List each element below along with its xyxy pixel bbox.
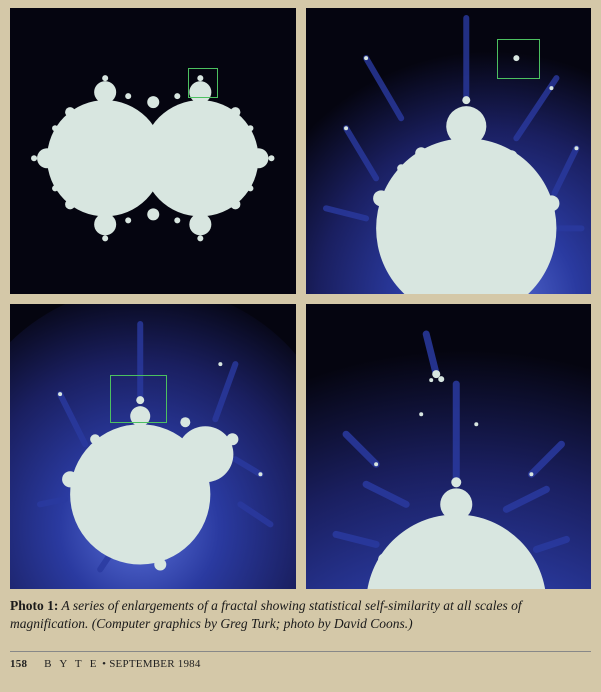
- magazine-page: Photo 1: A series of enlargements of a f…: [0, 0, 601, 680]
- fractal-panel-1: [10, 8, 296, 294]
- fractal-panel-2: [306, 8, 592, 294]
- footer-rule: [10, 651, 591, 652]
- page-number: 158: [10, 658, 27, 670]
- fractal-svg-1: [10, 8, 296, 294]
- fractal-svg-3: [10, 304, 296, 590]
- caption-text: A series of enlargements of a fractal sh…: [10, 598, 522, 631]
- zoom-box-3: [110, 375, 167, 424]
- footer-separator: •: [102, 658, 106, 670]
- magazine-name: B Y T E: [44, 658, 99, 670]
- fractal-svg-2: [306, 8, 592, 294]
- zoom-box-1: [188, 68, 218, 98]
- footer-date: SEPTEMBER 1984: [109, 658, 200, 670]
- page-footer: 158 B Y T E • SEPTEMBER 1984: [10, 658, 591, 670]
- fractal-svg-4: [306, 304, 592, 590]
- caption-label: Photo 1:: [10, 598, 58, 613]
- fractal-grid: [10, 8, 591, 589]
- figure-caption: Photo 1: A series of enlargements of a f…: [10, 597, 591, 633]
- zoom-box-2: [497, 39, 540, 79]
- fractal-panel-4: [306, 304, 592, 590]
- fractal-panel-3: [10, 304, 296, 590]
